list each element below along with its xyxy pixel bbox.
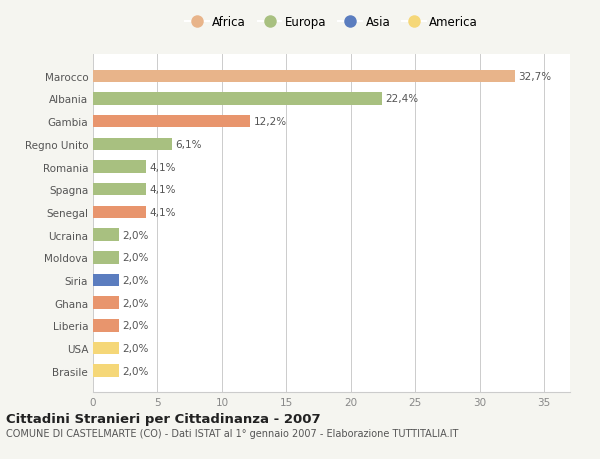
Text: 2,0%: 2,0% [122, 366, 149, 376]
Bar [93, 70, 515, 83]
Text: 2,0%: 2,0% [122, 253, 149, 263]
Bar [93, 274, 119, 286]
Bar [93, 93, 382, 106]
Bar [93, 138, 172, 151]
Text: 2,0%: 2,0% [122, 298, 149, 308]
Text: 2,0%: 2,0% [122, 343, 149, 353]
Text: 32,7%: 32,7% [518, 72, 551, 82]
Text: 4,1%: 4,1% [150, 207, 176, 218]
Text: 4,1%: 4,1% [150, 162, 176, 172]
Text: 2,0%: 2,0% [122, 230, 149, 240]
Bar [93, 206, 146, 218]
Text: 22,4%: 22,4% [386, 94, 419, 104]
Bar [93, 342, 119, 354]
Bar [93, 184, 146, 196]
Bar [93, 364, 119, 377]
Text: 12,2%: 12,2% [254, 117, 287, 127]
Text: 2,0%: 2,0% [122, 321, 149, 330]
Text: Cittadini Stranieri per Cittadinanza - 2007: Cittadini Stranieri per Cittadinanza - 2… [6, 412, 320, 425]
Bar [93, 161, 146, 174]
Text: 6,1%: 6,1% [176, 140, 202, 150]
Bar [93, 297, 119, 309]
Bar [93, 116, 250, 128]
Legend: Africa, Europa, Asia, America: Africa, Europa, Asia, America [183, 14, 480, 31]
Bar [93, 229, 119, 241]
Text: COMUNE DI CASTELMARTE (CO) - Dati ISTAT al 1° gennaio 2007 - Elaborazione TUTTIT: COMUNE DI CASTELMARTE (CO) - Dati ISTAT … [6, 428, 458, 438]
Text: 4,1%: 4,1% [150, 185, 176, 195]
Text: 2,0%: 2,0% [122, 275, 149, 285]
Bar [93, 319, 119, 332]
Bar [93, 252, 119, 264]
